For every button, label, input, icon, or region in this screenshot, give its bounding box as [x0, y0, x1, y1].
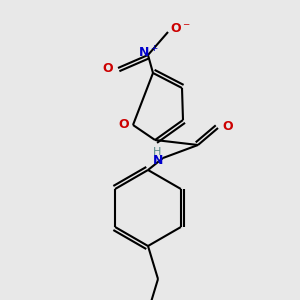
Text: O: O — [119, 118, 129, 131]
Text: O: O — [103, 61, 113, 74]
Text: $\mathregular{N}^+$: $\mathregular{N}^+$ — [138, 45, 158, 61]
Text: N: N — [153, 154, 163, 167]
Text: $\mathregular{O}^-$: $\mathregular{O}^-$ — [169, 22, 190, 34]
Text: O: O — [223, 119, 233, 133]
Text: H: H — [153, 147, 161, 157]
